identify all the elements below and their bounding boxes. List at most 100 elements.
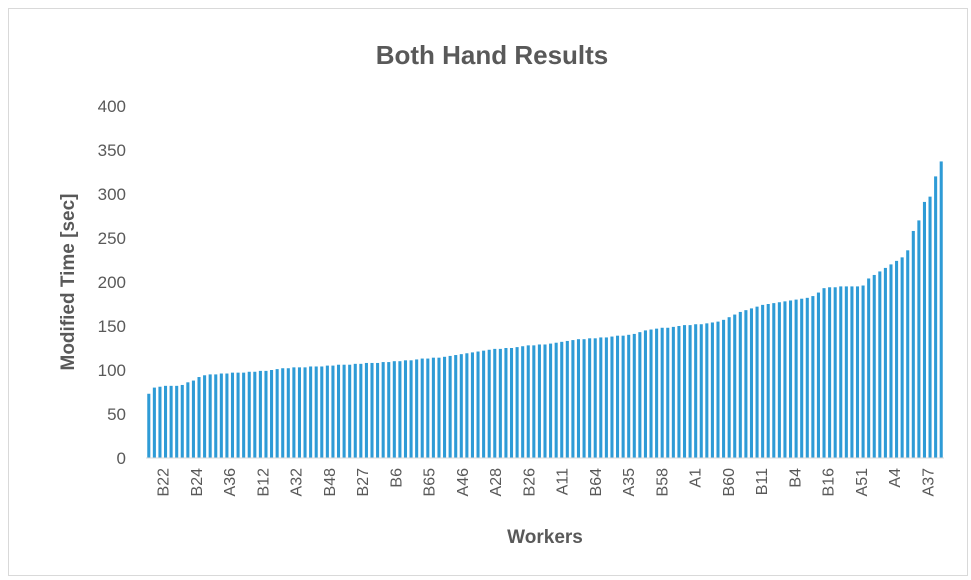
bar xyxy=(828,287,832,458)
bar xyxy=(911,230,915,458)
bar xyxy=(403,360,408,458)
bar xyxy=(532,345,536,458)
bar xyxy=(638,332,642,458)
bar xyxy=(755,306,759,458)
chart-frame xyxy=(8,8,968,576)
bar xyxy=(939,161,943,458)
bar xyxy=(722,319,726,458)
bar xyxy=(671,326,675,458)
x-tick-label: A36 xyxy=(222,468,239,497)
x-tick-label: A35 xyxy=(621,468,638,497)
bar xyxy=(197,377,201,458)
bar xyxy=(431,357,435,458)
bar xyxy=(487,349,491,458)
bar xyxy=(443,356,447,458)
bar xyxy=(549,343,553,458)
bar xyxy=(694,324,698,458)
bar xyxy=(733,314,737,458)
bar xyxy=(398,361,402,458)
bar xyxy=(682,325,687,458)
bar xyxy=(448,355,452,458)
x-tick-label: A51 xyxy=(854,468,871,497)
bar xyxy=(822,288,826,458)
x-tick-label: B48 xyxy=(322,468,339,497)
bar xyxy=(833,287,837,458)
bar xyxy=(297,367,301,458)
bar xyxy=(749,308,754,458)
bar xyxy=(632,333,636,458)
bar xyxy=(610,336,614,458)
bar xyxy=(325,365,329,458)
bar xyxy=(789,300,793,458)
bar xyxy=(576,339,581,458)
bar xyxy=(839,286,843,458)
bar xyxy=(744,310,748,458)
bar xyxy=(504,348,508,458)
bar xyxy=(309,366,313,458)
bar xyxy=(599,337,603,458)
bar xyxy=(705,323,709,458)
bar xyxy=(180,384,184,458)
bar xyxy=(867,278,871,458)
bar xyxy=(498,348,502,458)
x-axis-ticks: B22 B24 A36 B12 A32 B48 B27 B6 B65 A46 A28 B26 A11 B6… xyxy=(156,468,938,497)
bar xyxy=(470,352,474,458)
bar xyxy=(314,366,318,458)
bar xyxy=(454,355,458,458)
bar xyxy=(264,370,268,458)
bar xyxy=(258,370,262,458)
bar xyxy=(342,364,346,458)
bar xyxy=(699,324,703,458)
bar xyxy=(175,385,179,458)
bar xyxy=(627,334,631,458)
bar xyxy=(415,359,419,458)
bar xyxy=(777,302,781,458)
bar xyxy=(855,286,860,458)
x-tick-label: B60 xyxy=(721,468,738,497)
y-tick-label: 0 xyxy=(117,449,126,468)
bar xyxy=(543,344,547,458)
x-axis-label: Workers xyxy=(507,527,583,548)
bar xyxy=(906,250,910,458)
bar xyxy=(219,373,223,458)
bar xyxy=(727,317,731,458)
y-tick-label: 50 xyxy=(107,405,126,424)
bar xyxy=(917,220,921,458)
x-tick-label: A1 xyxy=(688,468,705,488)
bar xyxy=(381,362,385,458)
bar xyxy=(738,311,742,458)
bar xyxy=(872,274,876,458)
bar xyxy=(761,304,765,458)
bar xyxy=(861,285,865,458)
bar xyxy=(655,328,659,458)
bar xyxy=(554,342,558,458)
bar xyxy=(660,327,664,458)
bar xyxy=(191,380,195,458)
bar xyxy=(270,370,274,458)
bar xyxy=(465,353,469,458)
bar xyxy=(783,301,787,458)
y-tick-label: 100 xyxy=(98,361,126,380)
x-tick-label: A11 xyxy=(555,468,572,495)
bar xyxy=(794,299,798,458)
x-tick-label: B11 xyxy=(754,468,771,495)
bar xyxy=(392,361,396,458)
bar xyxy=(716,321,720,458)
bar xyxy=(303,367,307,458)
bar xyxy=(850,286,854,458)
bar xyxy=(844,286,848,458)
x-tick-label: B4 xyxy=(787,468,804,488)
bar xyxy=(336,364,341,458)
bar xyxy=(878,271,882,458)
x-tick-label: B27 xyxy=(355,468,372,497)
bar xyxy=(805,297,809,458)
bar xyxy=(883,267,887,458)
bar xyxy=(621,335,625,458)
bar xyxy=(353,363,357,458)
bar xyxy=(370,362,374,458)
bar xyxy=(537,344,541,458)
bar xyxy=(509,348,514,458)
y-tick-label: 150 xyxy=(98,317,126,336)
bar xyxy=(811,296,815,458)
bar xyxy=(482,350,486,458)
